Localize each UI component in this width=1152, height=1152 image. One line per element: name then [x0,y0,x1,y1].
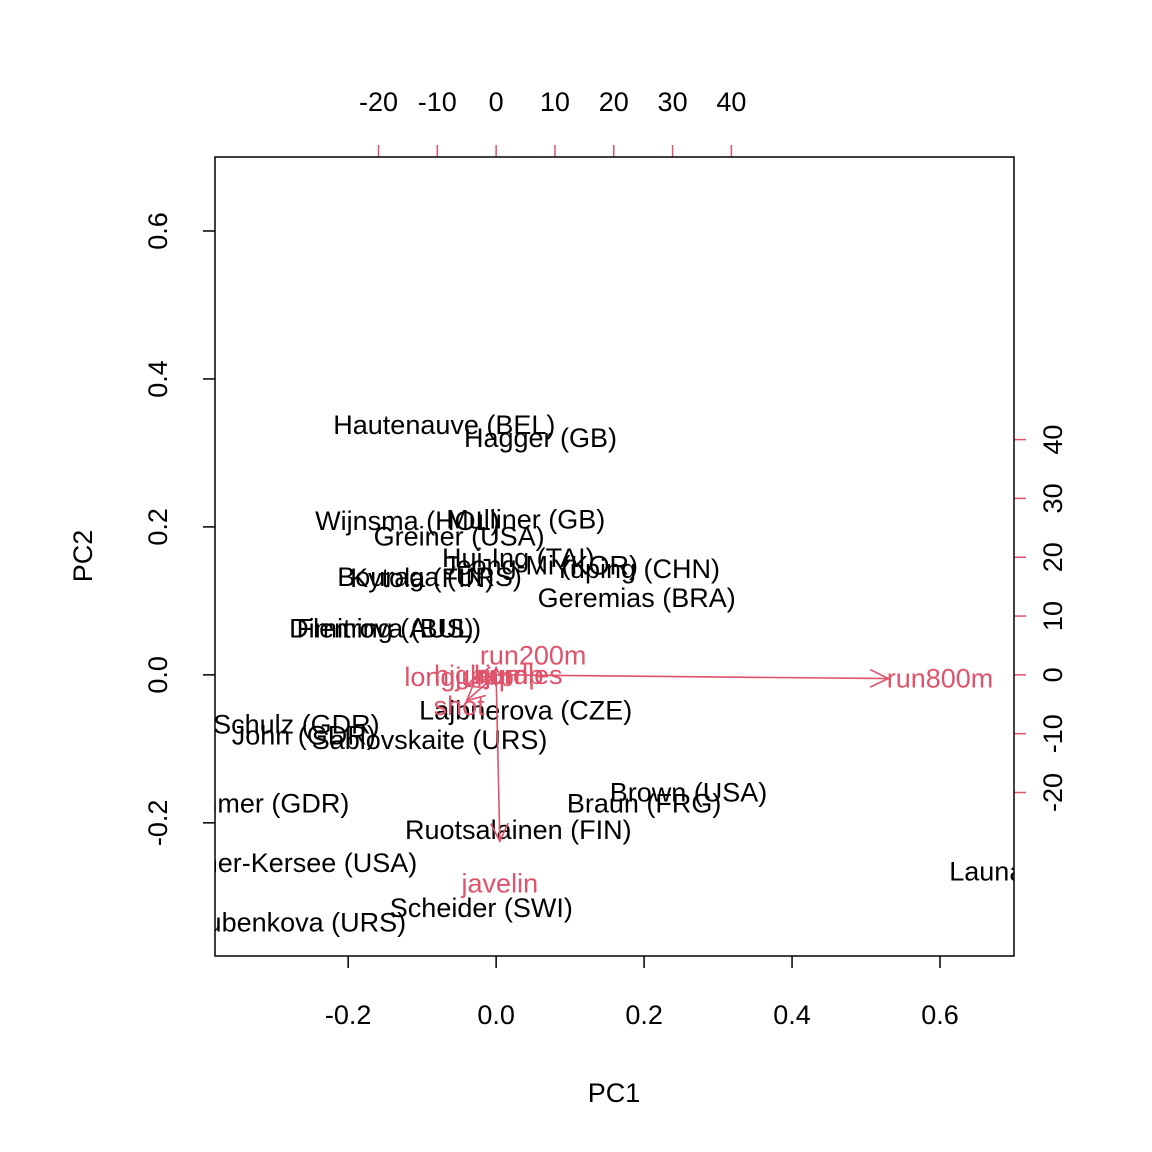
observation-label: Behmer (GDR) [169,789,349,819]
x-axis-title: PC1 [588,1078,641,1108]
top-tick-label: 0 [489,87,504,117]
variable-label: javelin [461,868,539,898]
top-tick-label: -10 [418,87,457,117]
observation-label: Dimitrova (BUL) [289,613,481,643]
arrow-head [869,668,891,688]
observation-label: Bouraga (URS) [337,562,522,592]
top-tick-label: 20 [599,87,629,117]
right-tick-label: 40 [1038,425,1068,455]
observation-label: Braun (FRG) [567,789,722,819]
variable-label: shot [434,691,486,721]
y-tick-label: 0.6 [143,212,173,250]
top-tick-label: -20 [359,87,398,117]
variable-label: run800m [887,664,994,694]
variable-arrow [466,674,497,702]
arrow-head [490,822,509,844]
arrow-head [465,682,487,702]
observation-label: John (GDR) [232,721,376,751]
x-tick-label: 0.6 [921,1000,959,1030]
observation-label: Mulliner (GB) [446,505,605,535]
y-tick-label: 0.0 [143,656,173,694]
observation-label: Kytola (FIN) [350,563,494,593]
top-tick-label: 10 [540,87,570,117]
observation-label: Geremias (BRA) [538,583,736,613]
right-tick-label: 10 [1038,601,1068,631]
top-tick-label: 40 [716,87,746,117]
y-axis-title: PC2 [68,530,98,583]
observation-label: Launa (PNG) [949,857,1108,887]
variable-arrows: run800m run200mhighjumphurdleslongjumpsho… [404,641,993,899]
observation-label: Brown (USA) [610,778,768,808]
observation-label: Schulz (GDR) [213,709,380,739]
observation-label: Fleming (AUS) [297,613,474,643]
observation-label: Greiner (USA) [374,522,545,552]
plot-frame [214,156,1015,957]
observation-label: Hui-Ing (TAI) [442,543,595,573]
x-tick-label: 0.0 [477,1000,515,1030]
observation-label: Scheider (SWI) [390,893,573,923]
variable-arrow [495,674,501,842]
y-tick-label: 0.4 [143,360,173,398]
x-tick-label: 0.2 [625,1000,663,1030]
observation-label: Yuping (CHN) [553,554,720,584]
x-tick-label: -0.2 [325,1000,372,1030]
top-tick-label: 30 [658,87,688,117]
right-tick-label: 30 [1038,483,1068,513]
variable-label: longjump [404,662,514,692]
observation-labels: Hautenauve (BEL)Hagger (GB) Wijnsma (HOL)… [157,410,1108,938]
observation-label: Sablovskaite (URS) [312,725,548,755]
observation-label: Wijnsma (HOL) [315,506,500,536]
observation-label: Jeong-Mi (KOR) [443,550,638,580]
right-tick-label: 20 [1038,542,1068,572]
variable-label: highjump [434,660,544,690]
observation-label: Choubenkova (URS) [157,908,406,938]
x-tick-label: 0.4 [773,1000,811,1030]
observation-label: Hagger (GB) [464,423,617,453]
y-tick-label: 0.2 [143,508,173,546]
axes: -0.2 0.0 0.2 0.4 0.6 -0.2 0.0 0.2 0.4 0.6 -20 -10 0 1… [143,87,1068,1030]
variable-label: run200m [480,641,587,671]
observation-label: Hautenauve (BEL) [333,410,555,440]
right-tick-label: -20 [1038,773,1068,812]
observation-label: Ruotsalainen (FIN) [405,815,632,845]
right-tick-label: 0 [1038,667,1068,682]
observation-label: Lajbnerova (CZE) [419,695,632,725]
observation-label: Joyner-Kersee (USA) [161,848,418,878]
variable-label: hurdles [474,660,563,690]
variable-arrow [496,674,889,680]
variable-arrow [466,674,497,687]
y-tick-label: -0.2 [143,800,173,847]
arrow-head [464,670,487,689]
right-tick-label: -10 [1038,714,1068,753]
